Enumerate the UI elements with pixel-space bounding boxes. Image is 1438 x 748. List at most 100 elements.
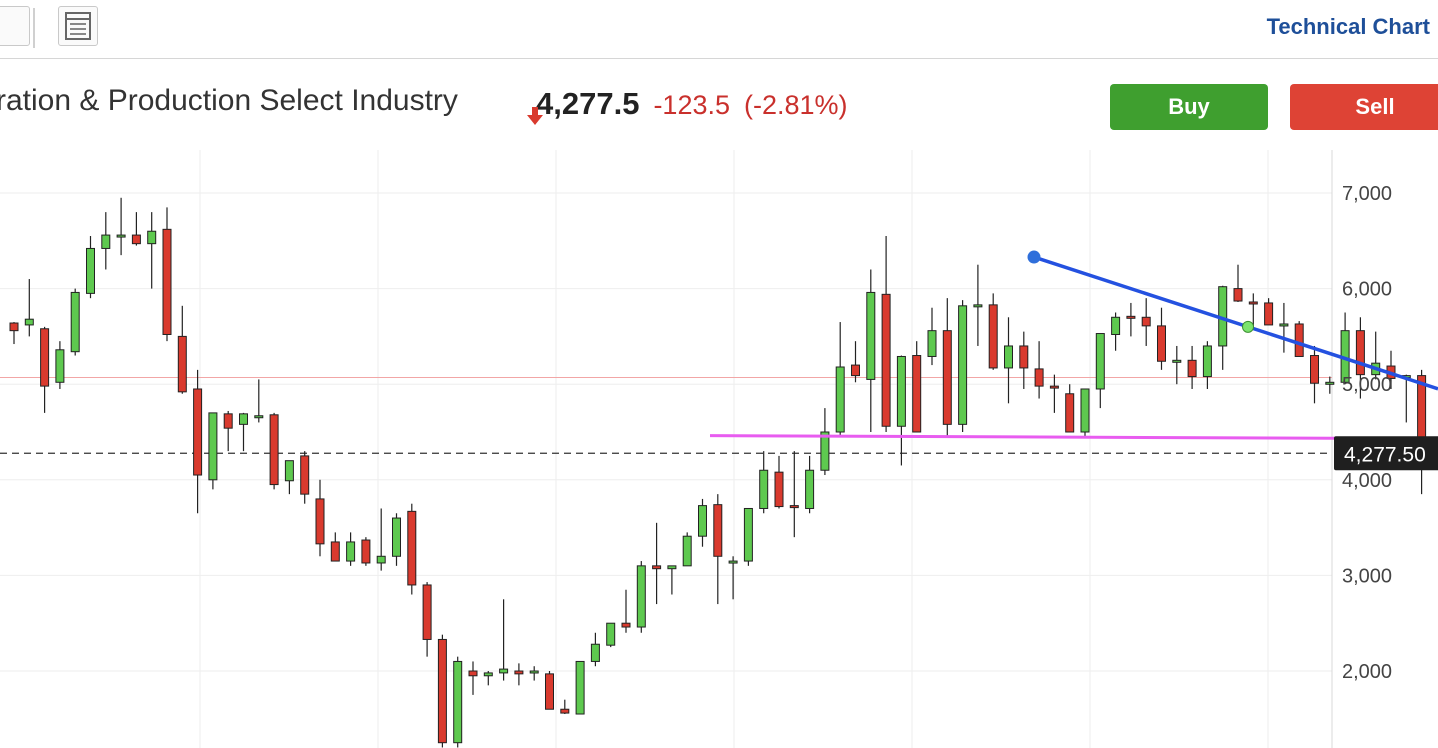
- candle: [743, 507, 753, 566]
- candle: [1248, 293, 1258, 327]
- candle: [101, 212, 111, 270]
- candle-body-up: [759, 469, 769, 509]
- candle: [1233, 264, 1243, 302]
- candle: [315, 479, 325, 557]
- candle: [422, 582, 432, 657]
- layout-icon[interactable]: [58, 6, 98, 46]
- candle-body-down: [652, 565, 662, 570]
- candle: [1371, 331, 1381, 380]
- candle: [820, 408, 830, 476]
- toolbar-button-left[interactable]: [0, 6, 30, 46]
- buy-button[interactable]: Buy: [1110, 84, 1268, 130]
- candle: [1310, 345, 1319, 404]
- candle-body-down: [468, 670, 478, 677]
- candle: [269, 412, 279, 490]
- candle-body-up: [1095, 333, 1105, 390]
- candle: [86, 236, 95, 299]
- candle: [284, 460, 294, 495]
- candle-body-down: [162, 228, 172, 335]
- price-line: 4,277.5 -123.5 (-2.81%): [526, 86, 848, 125]
- candle: [1111, 312, 1121, 351]
- candle-body-up: [896, 355, 906, 427]
- last-price-tag: [1334, 436, 1438, 471]
- candle: [590, 632, 600, 667]
- candle: [1355, 317, 1365, 399]
- candle-body-up: [927, 330, 937, 357]
- candle-body-up: [453, 660, 463, 744]
- candle: [1004, 317, 1013, 404]
- candle: [728, 556, 738, 600]
- candle-body-down: [774, 471, 784, 508]
- candle: [70, 288, 80, 356]
- candle-body-down: [315, 498, 325, 545]
- candle-body-down: [545, 673, 554, 710]
- candle-body-down: [193, 388, 203, 476]
- candle: [1417, 369, 1427, 495]
- candle-body-down: [177, 335, 187, 393]
- candle-body-up: [743, 507, 753, 562]
- candle-body-down: [942, 330, 952, 425]
- candle-body-up: [208, 412, 218, 481]
- candle-body-up: [529, 670, 539, 674]
- candle: [407, 503, 417, 595]
- toolbar-separator: [33, 8, 35, 48]
- candle: [805, 455, 815, 514]
- candle: [1279, 302, 1289, 353]
- candle: [667, 565, 677, 595]
- reference-lines: [0, 377, 1332, 454]
- candle: [55, 341, 65, 389]
- candle: [789, 451, 799, 538]
- last-price-label: 4,277.50: [1344, 443, 1426, 466]
- candle: [1065, 384, 1075, 433]
- candle: [483, 671, 493, 686]
- candle-body-down: [422, 584, 432, 640]
- candle: [468, 661, 478, 695]
- instrument-name: ration & Production Select Industry: [0, 84, 458, 117]
- candle-body-down: [1264, 302, 1274, 326]
- candle-body-down: [1141, 316, 1151, 327]
- candle: [606, 622, 616, 648]
- candle: [774, 455, 784, 509]
- y-tick-label: 4,000: [1342, 470, 1392, 492]
- candle: [177, 305, 187, 394]
- candle-body-down: [912, 355, 922, 433]
- candle: [942, 298, 952, 437]
- candle-body-up: [346, 541, 356, 562]
- candle-body-up: [392, 517, 401, 557]
- candle-body-down: [1294, 323, 1304, 357]
- candle-body-up: [575, 660, 585, 715]
- candle-body-up: [239, 413, 248, 425]
- candle: [682, 532, 692, 567]
- candle-body-up: [728, 560, 738, 564]
- candle-body-down: [131, 234, 141, 245]
- candle-body-down: [437, 638, 447, 744]
- candle: [40, 326, 50, 413]
- candle-body-down: [1157, 325, 1166, 362]
- toolbar: Technical Chart: [0, 0, 1438, 59]
- candle: [560, 699, 570, 715]
- candle: [835, 322, 845, 437]
- candle: [881, 236, 891, 432]
- sell-button[interactable]: Sell: [1290, 84, 1438, 130]
- candle-body-up: [698, 505, 707, 537]
- candle: [1218, 285, 1228, 370]
- candles: [9, 197, 1427, 748]
- candle: [208, 412, 218, 490]
- candle-body-up: [284, 460, 294, 482]
- candle: [453, 656, 463, 748]
- candle: [116, 197, 126, 256]
- trend-line-handle: [1242, 320, 1254, 333]
- candle: [514, 663, 524, 686]
- candle: [346, 532, 356, 566]
- candle-body-up: [499, 668, 509, 674]
- technical-chart-link[interactable]: Technical Chart: [1266, 14, 1430, 39]
- candle: [575, 660, 585, 715]
- drawings: [709, 250, 1438, 441]
- candle-body-down: [881, 293, 891, 427]
- candle-body-up: [116, 234, 126, 238]
- candle-body-down: [514, 670, 524, 675]
- price-change: -123.5: [653, 90, 730, 120]
- candle-body-up: [483, 672, 493, 677]
- candle-body-down: [851, 364, 860, 377]
